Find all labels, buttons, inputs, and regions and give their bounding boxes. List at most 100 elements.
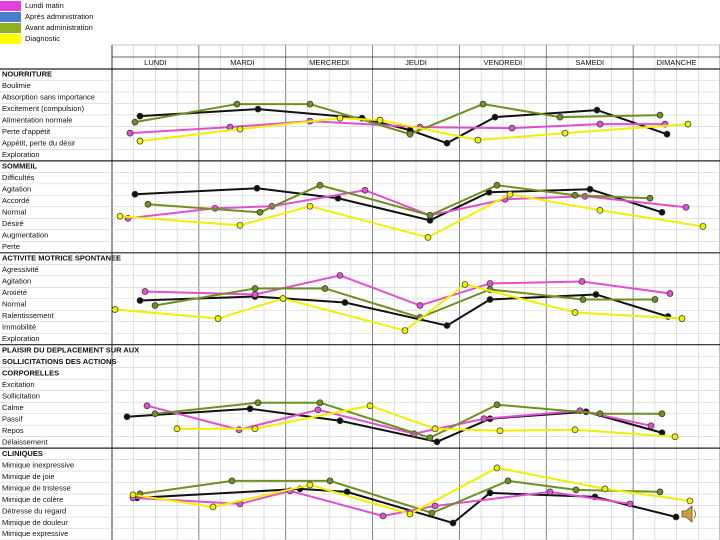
series-line: [126, 108, 677, 525]
series-point: [571, 426, 579, 434]
series-point: [123, 413, 131, 421]
row-label: Détresse du regard: [2, 506, 66, 515]
series-point: [131, 118, 139, 126]
legend-swatch: [0, 34, 21, 44]
row-label: Absorption sans importance: [2, 93, 95, 102]
series-point: [144, 200, 152, 208]
row-label: SOMMEIL: [2, 162, 37, 171]
series-point: [651, 296, 659, 303]
series-point: [496, 427, 504, 435]
series-point: [699, 222, 707, 230]
row-label: Mimique de tristesse: [2, 483, 71, 492]
series-point: [682, 203, 690, 211]
row-label: Repos: [2, 426, 24, 435]
day-header: SAMEDI: [575, 58, 604, 67]
series-point: [406, 510, 414, 518]
series-point: [486, 296, 494, 303]
series-point: [556, 113, 564, 121]
series-point: [578, 278, 586, 285]
series-point: [136, 112, 144, 120]
row-label: Mimique inexpressive: [2, 460, 74, 469]
series-point: [592, 291, 600, 298]
day-header: VENDREDI: [483, 58, 522, 67]
row-label: CORPORELLES: [2, 368, 59, 377]
series-point: [433, 438, 441, 446]
series-point: [321, 285, 329, 292]
row-label: Appétit, perte du désir: [2, 139, 76, 148]
day-header: LUNDI: [144, 58, 167, 67]
series-point: [424, 234, 432, 241]
labels: Lundi matin Après administration Avant adm…: [0, 1, 697, 538]
series-point: [593, 106, 601, 114]
row-label: Mimique de colère: [2, 495, 63, 504]
series-point: [479, 100, 487, 108]
series-point: [571, 309, 579, 316]
series-point: [314, 406, 322, 414]
row-label: NOURRITURE: [2, 70, 52, 79]
row-label: Accordé: [2, 196, 30, 205]
series-point: [596, 410, 604, 418]
series-point: [486, 280, 494, 287]
series-point: [143, 402, 151, 410]
row-label: CLINIQUES: [2, 449, 43, 458]
series-point: [173, 425, 181, 433]
series-point: [366, 402, 374, 410]
series-point: [596, 120, 604, 128]
series-point: [246, 405, 254, 413]
series-point: [626, 500, 634, 508]
series-point: [658, 410, 666, 418]
series-point: [671, 433, 679, 441]
series-point: [416, 302, 424, 309]
series-point: [214, 315, 222, 322]
row-label: Exploration: [2, 334, 40, 343]
series-point: [449, 519, 457, 527]
legend-label: Avant administration: [25, 23, 93, 32]
series-point: [406, 130, 414, 138]
series-point: [209, 503, 217, 511]
series-point: [254, 105, 262, 113]
series-point: [672, 513, 680, 521]
series-point: [431, 425, 439, 433]
row-label: Anxiété: [2, 288, 27, 297]
row-label: Normal: [2, 208, 27, 217]
series-point: [443, 322, 451, 329]
row-label: ACTIVITE MOTRICE SPONTANEE: [2, 254, 121, 263]
series-point: [684, 120, 692, 128]
series-point: [656, 488, 664, 496]
row-label: Agitation: [2, 277, 31, 286]
series-point: [251, 425, 259, 433]
series-point: [251, 291, 259, 298]
series-point: [116, 212, 124, 220]
day-header: DIMANCHE: [657, 58, 697, 67]
series-point: [663, 130, 671, 138]
series-point: [316, 181, 324, 189]
series-point: [646, 194, 654, 202]
series-point: [341, 299, 349, 306]
series-point: [401, 327, 409, 334]
series-point: [111, 306, 119, 313]
row-label: Ralentissement: [2, 311, 55, 320]
series-point: [336, 272, 344, 279]
series-point: [493, 181, 501, 189]
series-point: [504, 477, 512, 485]
day-header: MERCREDI: [309, 58, 349, 67]
series-point: [316, 399, 324, 407]
series-point: [236, 125, 244, 133]
legend-label: Après administration: [25, 12, 93, 21]
row-label: Augmentation: [2, 231, 48, 240]
series-point: [491, 113, 499, 121]
series-point: [561, 129, 569, 137]
series-point: [336, 417, 344, 425]
series-point: [141, 288, 149, 295]
row-label: Agitation: [2, 185, 31, 194]
day-header: JEUDI: [405, 58, 427, 67]
row-label: Calme: [2, 403, 24, 412]
row-label: Perte d'appétit: [2, 127, 51, 136]
row-label: Exploration: [2, 150, 40, 159]
row-label: Immobilité: [2, 322, 36, 331]
series-point: [480, 415, 488, 423]
row-label: Mimique expressive: [2, 529, 68, 538]
series-point: [666, 290, 674, 297]
series-point: [431, 502, 439, 510]
series-point: [326, 477, 334, 485]
